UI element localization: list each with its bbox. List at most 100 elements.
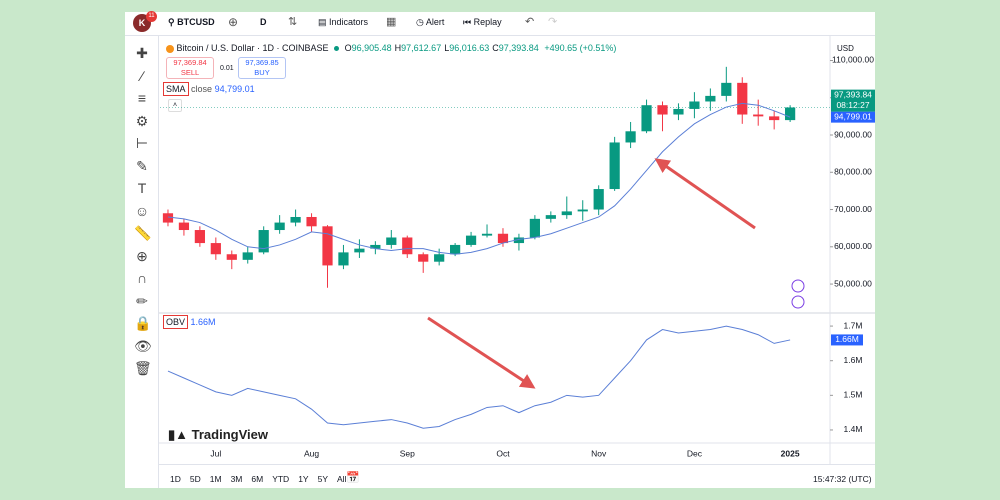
- candle-body: [338, 252, 349, 266]
- y-tick-label: 1.7M: [844, 320, 863, 330]
- indicators-button[interactable]: ▤ Indicators: [318, 17, 369, 27]
- candle-body: [785, 107, 796, 121]
- obv-badge-label: 1.66M: [835, 334, 859, 344]
- sell-price: 97,369.84: [173, 58, 207, 67]
- date-range-button[interactable]: 📅: [346, 472, 360, 484]
- candle-body: [465, 235, 477, 245]
- drawing-tools[interactable]: ✚ ∕ ≡ ⚙ ⊢ ✎ T ☺ 📏 ⊕ ∩ ✏ 🔒 👁 🗑: [134, 45, 152, 376]
- range-button[interactable]: 6M: [251, 474, 264, 484]
- candle-body: [290, 216, 301, 223]
- candle-body: [609, 142, 620, 190]
- x-tick-label: Sep: [400, 448, 415, 458]
- sma-badge: [831, 111, 875, 123]
- watermark-text: TradingView: [191, 427, 268, 442]
- market-dot: [334, 46, 340, 51]
- candle-body: [402, 237, 413, 255]
- x-tick-label: Dec: [687, 448, 703, 458]
- sma-name[interactable]: SMA: [163, 82, 189, 96]
- obv-legend: OBV 1.66M: [163, 315, 216, 329]
- y-tick-label: 90,000.00: [834, 129, 872, 139]
- screenshot: [125, 12, 875, 488]
- interval[interactable]: D: [260, 17, 267, 27]
- candle-body: [418, 254, 429, 262]
- add-button[interactable]: [791, 279, 805, 293]
- ohlc-value: 96,905.48: [351, 43, 392, 53]
- candle-body: [194, 230, 205, 244]
- legend: Bitcoin / U.S. Dollar · 1D · COINBASE O9…: [166, 43, 616, 53]
- candle-body: [641, 105, 652, 132]
- candle-body: [769, 116, 780, 121]
- candle-body: [625, 131, 636, 143]
- ohlc: O96,905.48 H97,612.67 L96,016.63 C97,393.84: [345, 43, 542, 53]
- ohlc-value: 97,612.67: [401, 43, 442, 53]
- obv-name[interactable]: OBV: [163, 315, 189, 329]
- lightning-button[interactable]: [791, 295, 805, 309]
- sma-value: 94,799.01: [214, 84, 255, 94]
- candle-body: [657, 105, 668, 115]
- ohlc-key: O: [344, 43, 352, 53]
- range-button[interactable]: YTD: [272, 474, 290, 484]
- candle-body: [210, 243, 221, 255]
- annotation-arrow: [654, 158, 756, 230]
- x-tick-label: Nov: [591, 448, 607, 458]
- sidebar-divider: [158, 36, 159, 488]
- y-tick-label: 110,000.00: [832, 55, 874, 65]
- candle-body: [673, 108, 684, 115]
- candle-body: [545, 215, 556, 219]
- candle-body: [354, 248, 365, 253]
- layouts-button[interactable]: ▦: [386, 16, 397, 28]
- y-tick-label: 1.5M: [844, 390, 863, 400]
- candle-body: [689, 101, 700, 109]
- ohlc-key: C: [492, 43, 499, 53]
- range-button[interactable]: 3M: [230, 474, 243, 484]
- candle-body: [450, 244, 461, 255]
- candle-body: [737, 82, 748, 115]
- collapse-button[interactable]: ˄: [168, 99, 182, 112]
- y-tick-label: 50,000.00: [834, 278, 872, 288]
- x-tick-label: Jul: [210, 448, 221, 458]
- candle-body: [577, 209, 588, 212]
- currency[interactable]: USD: [837, 44, 854, 53]
- candle-body: [178, 222, 190, 231]
- redo-button[interactable]: ↷: [548, 16, 558, 28]
- replay-button[interactable]: ⏮ Replay: [463, 17, 502, 27]
- ohlc-value: 96,016.63: [449, 43, 490, 53]
- candle-body: [386, 237, 397, 245]
- candle-body: [705, 95, 716, 102]
- sma-badge-label: 94,799.01: [834, 111, 872, 121]
- candle-body: [481, 233, 493, 236]
- candle-body: [721, 82, 732, 96]
- candle-body: [529, 218, 540, 238]
- series-line: [167, 102, 791, 255]
- candle-body: [497, 233, 509, 244]
- compare-button[interactable]: ⊕: [228, 15, 239, 29]
- sell-label: SELL: [180, 68, 200, 77]
- symbol: BTCUSD: [177, 17, 215, 27]
- symbol-title: Bitcoin / U.S. Dollar · 1D · COINBASE: [176, 43, 329, 53]
- sma-source: close: [191, 84, 213, 94]
- watermark-logo: ▮▲: [168, 427, 192, 442]
- buy-button[interactable]: 97,369.85 BUY: [238, 57, 286, 79]
- range-button[interactable]: 1M: [209, 474, 222, 484]
- alert-button[interactable]: ◷ Alert: [416, 17, 445, 27]
- y-tick-label: 1.4M: [844, 424, 863, 434]
- range-button[interactable]: All: [337, 474, 347, 484]
- range-button[interactable]: 1Y: [298, 474, 309, 484]
- x-tick-label: Aug: [304, 448, 319, 458]
- chart-type[interactable]: ⇅: [288, 16, 298, 28]
- range-button[interactable]: 5D: [189, 474, 201, 484]
- candle-body: [306, 216, 317, 227]
- obv-badge: [831, 334, 863, 346]
- sell-button[interactable]: 97,369.84 SELL: [166, 57, 214, 79]
- candle-body: [593, 189, 604, 210]
- symbol-search[interactable]: ⚲ BTCUSD: [168, 17, 215, 27]
- range-button[interactable]: 1D: [170, 474, 181, 484]
- candle-body: [322, 226, 333, 266]
- candle-body: [258, 230, 269, 253]
- range-button[interactable]: 5Y: [317, 474, 328, 484]
- candle-body: [162, 213, 174, 223]
- undo-button[interactable]: ↶: [525, 16, 535, 28]
- bottom-divider: [159, 464, 875, 465]
- candle-body: [370, 244, 381, 249]
